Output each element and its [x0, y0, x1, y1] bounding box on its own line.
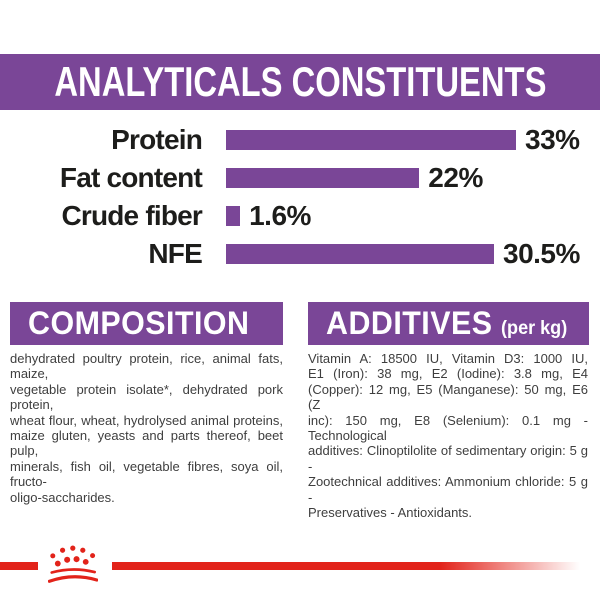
additives-line: Vitamin A: 18500 IU, Vitamin D3: 1000 IU…	[308, 351, 588, 366]
nutrient-value: 22%	[428, 162, 483, 193]
nutrient-bar	[226, 130, 516, 150]
chart-row-crude-fiber: Crude fiber 1.6%	[0, 197, 600, 235]
composition-line: dehydrated poultry protein, rice, animal…	[10, 351, 283, 382]
nutrient-bar	[226, 244, 494, 264]
composition-heading: COMPOSITION	[28, 305, 250, 341]
composition-text: dehydrated poultry protein, rice, animal…	[10, 351, 283, 505]
nutrient-value: 33%	[525, 124, 580, 155]
additives-text: Vitamin A: 18500 IU, Vitamin D3: 1000 IU…	[308, 351, 588, 520]
additives-line: inc): 150 mg, E8 (Selenium): 0.1 mg -Tec…	[308, 412, 588, 444]
additives-line: (Copper): 12 mg, E5 (Manganese): 50 mg, …	[308, 381, 588, 413]
additives-line: E1 (Iron): 38 mg, E2 (Iodine): 3.8 mg, E…	[308, 366, 588, 382]
nutrient-label: Crude fiber	[61, 200, 202, 231]
page-title: ANALYTICALS CONSTITUENTS	[53, 58, 547, 105]
nutrient-bar	[226, 168, 420, 188]
brand-stripe-left	[0, 562, 38, 570]
composition-line: wheat flour, wheat, hydrolysed animal pr…	[10, 412, 283, 428]
chart-row-fat-content: Fat content 22%	[0, 159, 600, 197]
nutrient-bar	[226, 206, 241, 226]
nutrient-label: Protein	[111, 124, 203, 155]
additives-line: additives: Clinoptilolite of sedimentary…	[308, 443, 588, 474]
nutrient-label: Fat content	[59, 162, 203, 193]
crown-logo-icon	[48, 545, 98, 583]
chart-row-nfe: NFE 30.5%	[0, 235, 600, 273]
chart-row-protein: Protein 33%	[0, 121, 600, 159]
composition-line: oligo-saccharides.	[10, 489, 115, 505]
nutrient-value: 1.6%	[249, 200, 311, 231]
additives-line: Zootechnical additives: Ammonium chlorid…	[308, 474, 588, 505]
analyticals-header-band: ANALYTICALS CONSTITUENTS	[0, 54, 600, 110]
additives-heading-text: ADDITIVES	[326, 305, 493, 341]
composition-line: vegetable protein isolate*, dehydrated p…	[10, 381, 283, 413]
nutrient-label: NFE	[148, 238, 202, 269]
additives-per-kg-label: (per kg)	[501, 318, 568, 339]
additives-heading: ADDITIVES (per kg)	[308, 305, 567, 342]
additives-header-band: ADDITIVES (per kg)	[308, 302, 589, 345]
composition-line: minerals, fish oil, vegetable fibres, so…	[10, 458, 283, 490]
nutrient-bar-chart: Protein 33% Fat content 22% Crude fiber …	[0, 0, 600, 290]
additives-line: Preservatives - Antioxidants.	[308, 505, 473, 521]
nutrient-value: 30.5%	[503, 238, 580, 269]
composition-header-band: COMPOSITION	[10, 302, 283, 345]
composition-line: maize gluten, yeasts and parts thereof, …	[10, 428, 283, 459]
brand-stripe-right	[112, 562, 580, 570]
